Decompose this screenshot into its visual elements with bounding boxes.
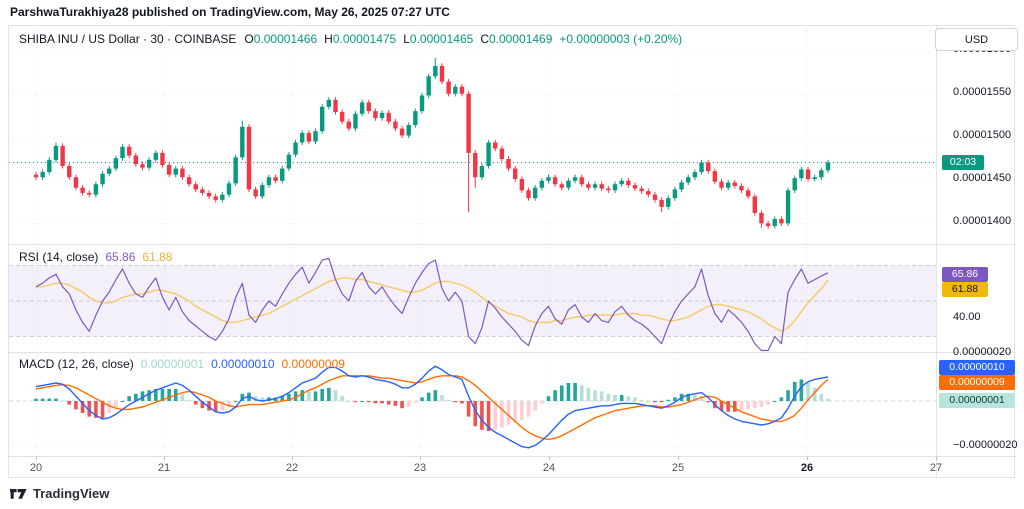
macd-line	[35, 365, 829, 449]
rsi-line	[35, 257, 829, 352]
time-axis-label: 25	[671, 462, 685, 474]
tradingview-logo[interactable]: TradingView	[10, 486, 109, 501]
macd-legend[interactable]: MACD (12, 26, close) 0.00000001 0.00000010…	[19, 357, 345, 371]
countdown-badge: 02:03	[942, 155, 984, 170]
hist-value-badge: 0.00000001	[939, 393, 1015, 408]
rsi-label[interactable]: RSI (14, close)	[19, 250, 99, 264]
symbol-title[interactable]: SHIBA INU / US Dollar · 30 · COINBASE	[19, 32, 237, 46]
ohlc-close: C0.00001469	[480, 32, 553, 46]
macd-label[interactable]: MACD (12, 26, close)	[19, 357, 134, 371]
macd-value-badge: 0.00000010	[939, 360, 1015, 375]
macd-hist-value: 0.00000001	[140, 357, 205, 371]
price-axis-label: 0.00001500	[953, 129, 1012, 141]
macd-axis-label: −0.00000020	[953, 439, 1018, 451]
rsi-ma-value: 61.88	[142, 250, 173, 264]
price-axis-label: 0.00001450	[953, 172, 1012, 184]
symbol-legend[interactable]: SHIBA INU / US Dollar · 30 · COINBASE O0.…	[19, 32, 682, 46]
time-axis-label: 22	[285, 462, 299, 474]
price-change: +0.00000003 (+0.20%)	[559, 32, 683, 46]
time-axis-label: 27	[929, 462, 943, 474]
chart-canvas[interactable]	[9, 26, 1016, 479]
tradingview-logo-text: TradingView	[33, 486, 110, 501]
time-axis-label: 23	[413, 462, 427, 474]
signal-value-badge: 0.00000009	[939, 375, 1015, 390]
rsi-legend[interactable]: RSI (14, close) 65.86 61.88	[19, 250, 172, 264]
rsi-ma-value-badge: 61.88	[942, 282, 988, 297]
price-axis-label: 0.00001550	[953, 86, 1012, 98]
macd-axis-label: 0.00000020	[953, 346, 1012, 358]
ohlc-open: O0.00001466	[244, 32, 318, 46]
time-axis-label: 20	[29, 462, 43, 474]
chart-frame: SHIBA INU / US Dollar · 30 · COINBASE O0.…	[8, 25, 1018, 479]
candles-layer	[33, 58, 831, 229]
macd-line-value: 0.00000010	[211, 357, 275, 371]
rsi-value: 65.86	[105, 250, 136, 264]
ohlc-high: H0.00001475	[324, 32, 397, 46]
rsi-ma-line	[36, 277, 829, 332]
rsi-band	[9, 264, 936, 338]
ohlc-low: L0.00001465	[403, 32, 474, 46]
time-axis-label: 26	[800, 462, 814, 474]
macd-histogram-layer	[34, 379, 830, 431]
macd-signal-value: 0.00000009	[281, 357, 345, 371]
time-axis-label: 24	[542, 462, 556, 474]
time-axis-label: 21	[157, 462, 171, 474]
pane-dividers	[9, 26, 1016, 479]
rsi-value-badge: 65.86	[942, 267, 988, 282]
currency-toggle-button[interactable]: USD	[935, 28, 1018, 51]
publish-attribution: ParshwaTurakhiya28 published on TradingV…	[10, 5, 450, 19]
price-axis-label: 0.00001400	[953, 215, 1012, 227]
macd-signal-line	[35, 375, 829, 441]
tradingview-logo-icon	[10, 488, 27, 499]
rsi-axis-label: 40.00	[953, 311, 981, 323]
